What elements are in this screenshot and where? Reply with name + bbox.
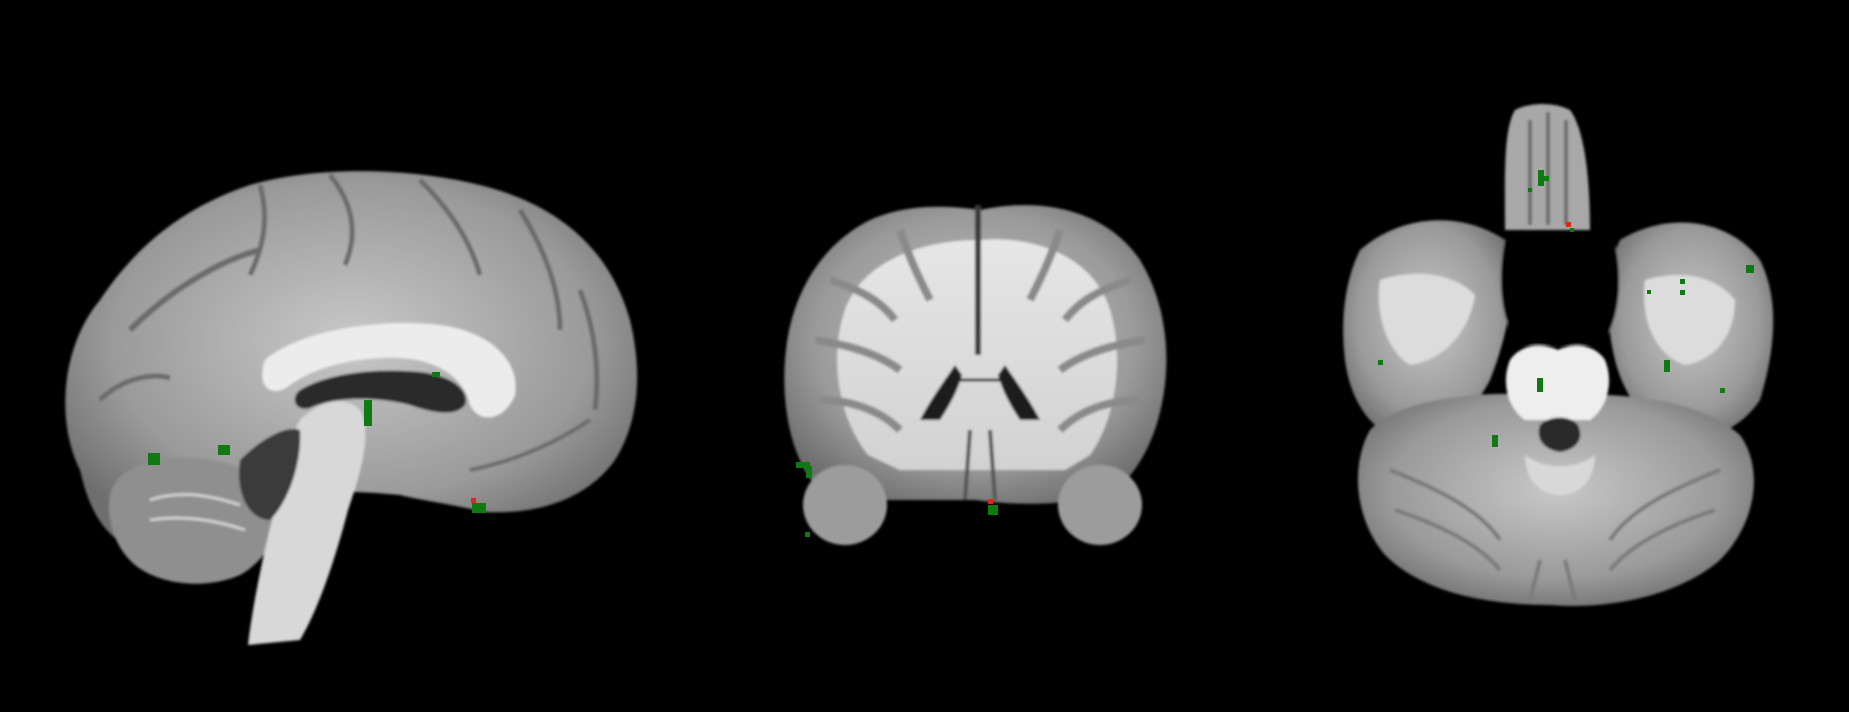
axial-view	[1343, 104, 1774, 606]
cluster-marker	[1746, 265, 1754, 273]
sagittal-cerebellum	[109, 457, 280, 584]
sagittal-view	[65, 171, 638, 645]
coronal-temporal-left	[803, 465, 887, 545]
cluster-marker	[1570, 228, 1574, 232]
cluster-marker	[988, 505, 998, 515]
cluster-marker	[796, 462, 810, 468]
cluster-marker	[148, 453, 160, 465]
sagittal-csf-space	[239, 429, 301, 520]
cluster-marker	[1664, 360, 1670, 372]
peak-marker	[471, 498, 476, 503]
axial-brainstem	[1505, 345, 1610, 420]
cluster-marker	[1680, 290, 1685, 295]
cluster-marker	[1720, 388, 1725, 393]
peak-marker	[1566, 222, 1571, 227]
cluster-marker	[218, 445, 230, 455]
cluster-marker	[472, 503, 486, 513]
sagittal-corpus-callosum	[262, 323, 516, 418]
sagittal-ventricle	[294, 370, 466, 413]
coronal-temporal-right	[1058, 465, 1142, 545]
cluster-marker	[1492, 435, 1498, 447]
cluster-marker	[364, 400, 372, 426]
cluster-marker	[432, 372, 440, 377]
cluster-marker	[806, 466, 812, 478]
sagittal-brainstem	[248, 401, 366, 645]
cluster-marker	[1528, 188, 1532, 192]
cluster-marker	[1647, 290, 1651, 294]
peak-marker	[988, 499, 993, 504]
cluster-marker	[1537, 378, 1543, 392]
cluster-marker	[1538, 170, 1544, 186]
axial-cerebellum	[1358, 393, 1754, 606]
cluster-marker	[1378, 360, 1383, 365]
cluster-marker	[805, 532, 810, 537]
cluster-marker	[1680, 279, 1685, 284]
coronal-view	[784, 205, 1167, 545]
cluster-marker	[1544, 176, 1549, 181]
